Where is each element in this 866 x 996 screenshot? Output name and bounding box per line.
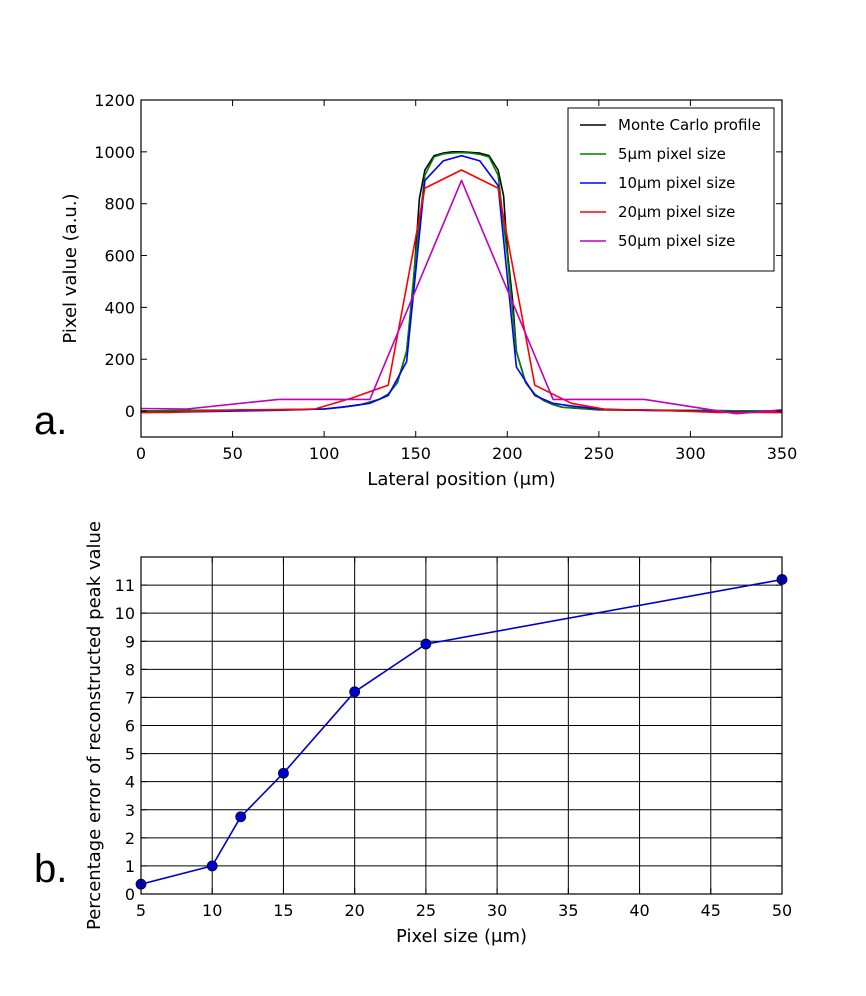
y-tick-label: 0 bbox=[125, 885, 135, 904]
y-tick-label: 6 bbox=[125, 717, 135, 736]
y-tick-label: 5 bbox=[125, 745, 135, 764]
legend-label: 50μm pixel size bbox=[618, 232, 735, 250]
x-tick-label: 50 bbox=[222, 444, 242, 463]
y-tick-label: 1 bbox=[125, 857, 135, 876]
x-tick-label: 200 bbox=[492, 444, 523, 463]
x-tick-label: 250 bbox=[584, 444, 615, 463]
x-tick-label: 20 bbox=[344, 901, 364, 920]
y-tick-label: 4 bbox=[125, 773, 135, 792]
legend-label: 5μm pixel size bbox=[618, 145, 726, 163]
panel-label-b: b. bbox=[34, 847, 67, 891]
x-tick-label: 300 bbox=[675, 444, 706, 463]
data-point bbox=[235, 811, 247, 823]
x-axis-label: Lateral position (μm) bbox=[367, 469, 555, 490]
legend-label: Monte Carlo profile bbox=[618, 116, 761, 134]
series-line-0 bbox=[141, 578, 782, 885]
y-tick-label: 10 bbox=[115, 604, 135, 623]
series-line-3 bbox=[141, 169, 782, 414]
y-tick-label: 11 bbox=[115, 576, 135, 595]
x-axis-label: Pixel size (μm) bbox=[396, 926, 527, 947]
y-tick-label: 0 bbox=[125, 402, 135, 421]
data-point bbox=[420, 638, 432, 650]
y-tick-label: 8 bbox=[125, 660, 135, 679]
legend-box bbox=[567, 107, 775, 272]
y-tick-label: 200 bbox=[104, 350, 135, 369]
y-tick-label: 600 bbox=[104, 247, 135, 266]
y-tick-label: 1000 bbox=[94, 143, 135, 162]
y-tick-label: 2 bbox=[125, 829, 135, 848]
y-tick-label: 1200 bbox=[94, 91, 135, 110]
x-tick-label: 100 bbox=[309, 444, 340, 463]
data-point bbox=[278, 767, 289, 779]
x-tick-label: 15 bbox=[273, 901, 293, 920]
panel-label-a: a. bbox=[34, 399, 67, 443]
y-tick-label: 800 bbox=[104, 195, 135, 214]
data-point bbox=[206, 860, 218, 872]
legend: Monte Carlo profile 5μm pixel size 10μm pi… bbox=[567, 107, 775, 272]
x-tick-label: 50 bbox=[772, 901, 792, 920]
series-line-4 bbox=[141, 179, 782, 415]
x-tick-label: 45 bbox=[701, 901, 721, 920]
x-tick-label: 35 bbox=[558, 901, 578, 920]
x-tick-label: 150 bbox=[400, 444, 431, 463]
x-tick-label: 0 bbox=[136, 444, 146, 463]
y-tick-label: 400 bbox=[104, 298, 135, 317]
y-tick-label: 7 bbox=[125, 688, 135, 707]
y-axis-label: Pixel value (a.u.) bbox=[60, 193, 81, 343]
y-axis-label: Percentage error of reconstructed peak v… bbox=[84, 521, 105, 930]
y-tick-label: 3 bbox=[125, 801, 135, 820]
x-tick-label: 30 bbox=[487, 901, 507, 920]
legend-label: 10μm pixel size bbox=[618, 174, 735, 192]
legend-label: 20μm pixel size bbox=[618, 203, 735, 221]
data-point bbox=[349, 686, 361, 698]
x-tick-label: 10 bbox=[202, 901, 222, 920]
x-tick-label: 350 bbox=[767, 444, 798, 463]
chart-a-lateral-profile: 0 50 100 150 200 250 300 350 0 200 400 600 800 1000 12… bbox=[60, 91, 797, 490]
x-tick-label: 25 bbox=[416, 901, 436, 920]
plot-frame bbox=[140, 99, 783, 438]
x-tick-label: 40 bbox=[629, 901, 649, 920]
y-tick-label: 9 bbox=[125, 632, 135, 651]
x-tick-label: 5 bbox=[136, 901, 146, 920]
